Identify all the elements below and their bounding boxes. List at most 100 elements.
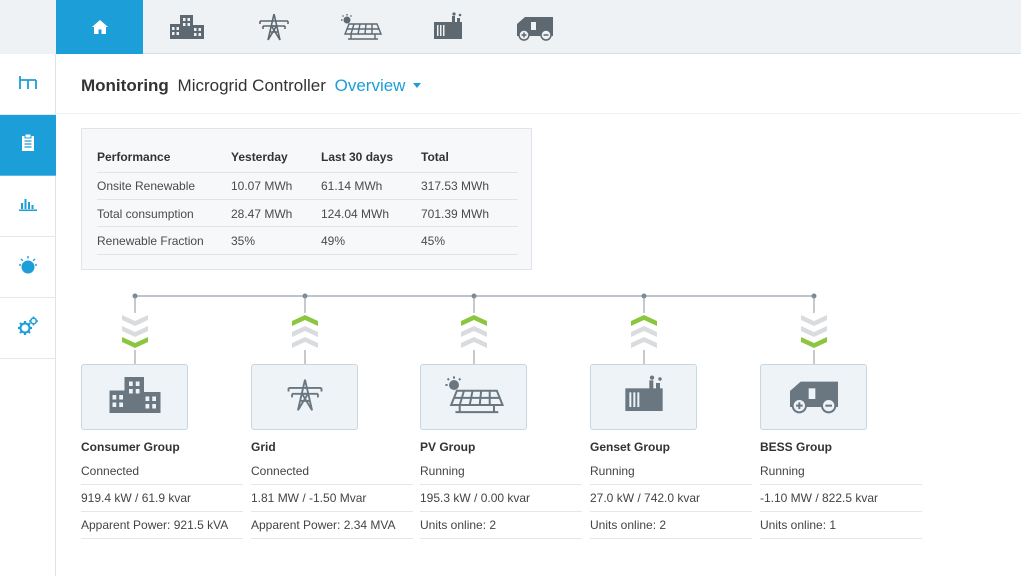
tab-home[interactable]	[56, 0, 143, 54]
chevron-up-icon	[631, 337, 657, 348]
bess-group-card[interactable]	[760, 364, 867, 430]
group-name: PV Group	[420, 440, 476, 454]
chevron-up-icon	[292, 315, 318, 326]
buildings-icon	[168, 13, 206, 41]
page-subtitle: Microgrid Controller	[177, 76, 326, 95]
sidebar-item-topology[interactable]	[0, 54, 56, 115]
bar-chart-icon	[19, 197, 37, 216]
top-navigation	[0, 0, 1021, 54]
view-dropdown-label: Overview	[334, 76, 406, 95]
sidebar-item-statistics[interactable]	[0, 176, 56, 237]
settings-gears-icon	[17, 316, 39, 341]
performance-table: Performance Yesterday Last 30 days Total…	[81, 128, 532, 270]
group-name: BESS Group	[760, 440, 833, 454]
table-cell: 28.47 MWh	[231, 207, 293, 221]
group-detail: Apparent Power: 921.5 kVA	[81, 512, 243, 539]
grid-card[interactable]	[251, 364, 358, 430]
table-cell: 124.04 MWh	[321, 207, 390, 221]
group-status: Running	[760, 458, 922, 485]
group-power: -1.10 MW / 822.5 kvar	[760, 485, 922, 512]
row-divider	[97, 226, 518, 227]
solar-panel-icon	[339, 13, 383, 41]
pv-group-card[interactable]	[420, 364, 527, 430]
power-tower-icon	[285, 377, 325, 418]
view-dropdown[interactable]: Overview	[335, 76, 422, 95]
group-detail: Units online: 1	[760, 512, 922, 539]
row-divider	[97, 199, 518, 200]
buildings-icon	[105, 374, 165, 421]
group-status: Connected	[251, 458, 413, 485]
clipboard-icon	[21, 133, 35, 157]
chevron-up-icon	[461, 315, 487, 326]
caret-down-icon	[413, 82, 422, 88]
consumer-group-info: Consumer Group Connected 919.4 kW / 61.9…	[81, 438, 243, 539]
chevron-up-icon	[631, 326, 657, 337]
solar-panel-icon	[442, 375, 506, 420]
chevron-down-icon	[801, 337, 827, 348]
column-header: Performance	[97, 150, 171, 164]
group-power: 195.3 kW / 0.00 kvar	[420, 485, 582, 512]
consumer-group-card[interactable]	[81, 364, 188, 430]
tab-grid[interactable]	[230, 0, 317, 54]
genset-group-info: Genset Group Running 27.0 kW / 742.0 kva…	[590, 438, 752, 539]
power-tower-icon	[257, 12, 291, 42]
section-title: Monitoring	[81, 76, 169, 95]
chevron-up-icon	[292, 337, 318, 348]
grid-info: Grid Connected 1.81 MW / -1.50 Mvar Appa…	[251, 438, 413, 539]
table-cell: 701.39 MWh	[421, 207, 490, 221]
page-title: Monitoring Microgrid Controller Overview	[81, 76, 422, 96]
chevron-down-icon	[122, 326, 148, 337]
table-cell: 35%	[231, 234, 256, 248]
tab-pv[interactable]	[317, 0, 404, 54]
group-detail: Apparent Power: 2.34 MVA	[251, 512, 413, 539]
title-divider	[56, 113, 1021, 114]
table-cell: 45%	[421, 234, 446, 248]
table-cell: Onsite Renewable	[97, 179, 196, 193]
table-cell: 61.14 MWh	[321, 179, 383, 193]
genset-icon	[430, 12, 466, 42]
pv-group-info: PV Group Running 195.3 kW / 0.00 kvar Un…	[420, 438, 582, 539]
side-navigation	[0, 54, 56, 576]
table-cell: Total consumption	[97, 207, 194, 221]
chevron-up-icon	[461, 337, 487, 348]
group-status: Connected	[81, 458, 243, 485]
tab-bess[interactable]	[491, 0, 578, 54]
tab-consumers[interactable]	[143, 0, 230, 54]
chevron-down-icon	[122, 337, 148, 348]
table-cell: 10.07 MWh	[231, 179, 293, 193]
genset-icon	[620, 375, 668, 420]
battery-container-icon	[784, 375, 844, 420]
group-power: 1.81 MW / -1.50 Mvar	[251, 485, 413, 512]
chevron-down-icon	[801, 326, 827, 337]
bess-group-info: BESS Group Running -1.10 MW / 822.5 kvar…	[760, 438, 922, 539]
feeder-lines	[132, 293, 817, 364]
sidebar-item-alarms[interactable]	[0, 237, 56, 298]
column-header: Total	[421, 150, 449, 164]
table-cell: 317.53 MWh	[421, 179, 490, 193]
table-cell: 49%	[321, 234, 346, 248]
battery-container-icon	[513, 12, 557, 42]
chevron-down-icon	[801, 315, 827, 326]
row-divider	[97, 254, 518, 255]
home-icon	[91, 19, 109, 35]
sidebar-item-settings[interactable]	[0, 298, 56, 359]
column-header: Yesterday	[231, 150, 288, 164]
group-detail: Units online: 2	[590, 512, 752, 539]
power-flow-indicators	[122, 315, 827, 348]
table-cell: Renewable Fraction	[97, 234, 204, 248]
top-left-corner	[0, 0, 56, 54]
alarm-icon	[18, 255, 38, 280]
group-status: Running	[420, 458, 582, 485]
group-power: 27.0 kW / 742.0 kvar	[590, 485, 752, 512]
genset-group-card[interactable]	[590, 364, 697, 430]
chevron-up-icon	[461, 326, 487, 337]
tab-genset[interactable]	[404, 0, 491, 54]
group-name: Grid	[251, 440, 276, 454]
column-header: Last 30 days	[321, 150, 394, 164]
chevron-up-icon	[631, 315, 657, 326]
chevron-down-icon	[122, 315, 148, 326]
group-status: Running	[590, 458, 752, 485]
sidebar-item-reports[interactable]	[0, 115, 56, 176]
chevron-up-icon	[292, 326, 318, 337]
